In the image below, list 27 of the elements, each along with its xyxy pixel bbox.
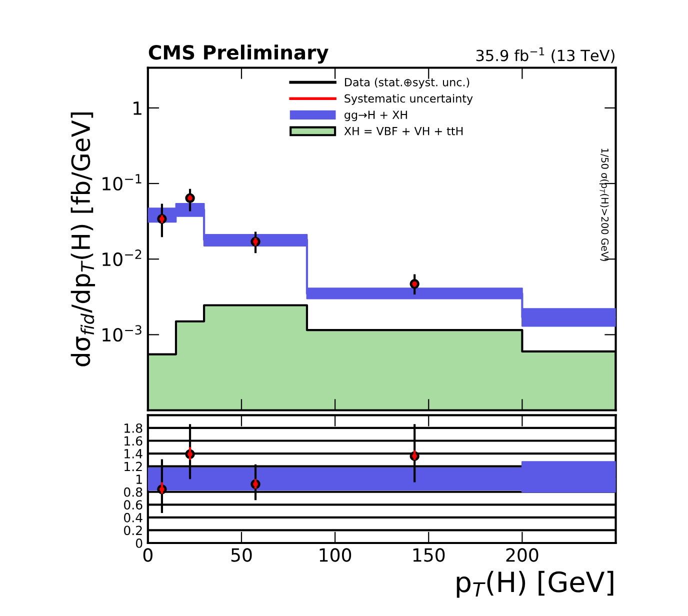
y-tick-label: 0.4 [124, 512, 142, 522]
chart-title: CMS Preliminary [148, 44, 328, 64]
legend-label: XH = VBF + VH + ttH [344, 127, 463, 136]
x-axis-title: p$_{T}$(H) [GeV] [456, 570, 614, 598]
annotation: 1/50 σ(p$_{T}$(H)>200 GeV) [599, 148, 609, 262]
y-tick-label: 0 [136, 538, 142, 548]
x-tick-label: 100 [320, 548, 352, 562]
text: 35.9 fb$^{−1}$ (13 TeV) [476, 47, 614, 64]
y-tick-label: 1.2 [124, 462, 142, 472]
x-tick-label: 150 [413, 548, 445, 562]
legend-label: gg→H + XH [344, 110, 407, 122]
y-tick-label: 10$^{−3}$ [102, 325, 142, 342]
y-tick-label: 0.8 [124, 487, 142, 497]
legend-label: Systematic uncertainty [344, 94, 473, 105]
y-tick-label: 1.8 [124, 423, 142, 433]
legend-label: Data (stat.⊕syst. unc.) [345, 78, 470, 89]
y-tick-label: 0.2 [124, 526, 142, 536]
x-tick-label: 200 [506, 548, 538, 562]
y-tick-label: 10$^{−1}$ [102, 174, 142, 191]
y-tick-label: 1.4 [124, 449, 142, 458]
y-axis-title: dσ$_{fid}$/dp$_{T}$(H) [fb/GeV] [70, 112, 96, 366]
y-tick-label: 1 [134, 102, 142, 115]
y-tick-label: 10$^{−2}$ [102, 250, 142, 266]
y-tick-label: 1 [136, 474, 142, 484]
y-tick-label: 0.6 [124, 500, 142, 510]
x-tick-label: 50 [231, 548, 252, 562]
y-tick-label: 1.6 [124, 436, 142, 446]
